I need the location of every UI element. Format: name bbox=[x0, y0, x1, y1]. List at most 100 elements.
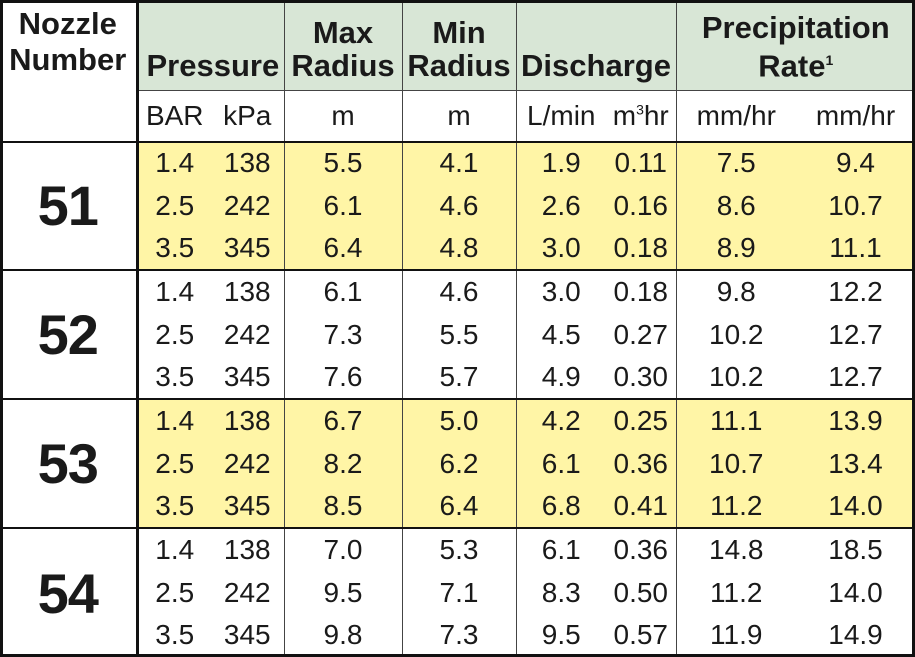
table-cell: 6.4 bbox=[401, 485, 516, 529]
discharge-header-label: Discharge bbox=[521, 48, 671, 84]
table-cell: 8.3 bbox=[515, 571, 606, 614]
max-radius-header-line2: Radius bbox=[291, 48, 395, 84]
table-cell: 138 bbox=[211, 269, 284, 314]
nozzle-number: 52 bbox=[0, 269, 137, 400]
table-cell: 242 bbox=[211, 184, 284, 228]
table-row: 54 1.4 138 7.0 5.3 6.1 0.36 14.8 18.5 bbox=[0, 527, 915, 657]
unit-m3hr-hr: hr bbox=[643, 99, 669, 131]
table-cell: 3.5 bbox=[135, 485, 211, 529]
table-cell: 10.7 bbox=[796, 184, 915, 228]
nozzle-number-header: Nozzle Number bbox=[0, 0, 137, 142]
nozzle-number: 51 bbox=[0, 140, 137, 271]
table-cell: 0.27 bbox=[613, 318, 669, 350]
table-cell: 8.9 bbox=[675, 227, 796, 271]
header-row: Nozzle Number Pressure Max Radius Min Ra… bbox=[0, 0, 915, 142]
precip-footnote-marker: 1 bbox=[825, 52, 834, 69]
table-cell: 1.4 bbox=[135, 140, 211, 185]
table-cell: 10.2 bbox=[675, 356, 796, 400]
table-cell: 2.5 bbox=[135, 571, 211, 614]
unit-kpa: kPa bbox=[211, 90, 284, 142]
min-radius-header-line2: Radius bbox=[407, 48, 511, 84]
table-cell: 0.18 bbox=[606, 227, 676, 271]
table-cell: 2.6 bbox=[515, 184, 606, 228]
table-cell: 12.2 bbox=[796, 269, 915, 314]
table-cell: 9.4 bbox=[796, 140, 915, 185]
table-cell: 11.2 bbox=[675, 485, 796, 529]
table-cell: 0.36 bbox=[606, 442, 676, 486]
table-cell: 6.2 bbox=[401, 442, 516, 486]
table-row: 3.5 345 7.6 5.7 4.9 0.30 10.2 12.7 bbox=[0, 356, 915, 400]
table-cell: 12.7 bbox=[828, 318, 883, 350]
table-cell: 2.5 bbox=[135, 313, 211, 357]
min-radius-header: Min Radius bbox=[401, 0, 516, 91]
table-cell: 4.2 bbox=[515, 398, 606, 443]
precipitation-rate-header: Precipitation Rate1 bbox=[675, 0, 915, 91]
table-cell: 3.0 bbox=[515, 269, 606, 314]
table-cell: 0.36 bbox=[606, 527, 676, 572]
table-row: 3.5 345 9.8 7.3 9.5 0.57 11.9 14.9 bbox=[0, 613, 915, 657]
table-cell: 8.6 bbox=[675, 184, 796, 228]
table-cell: 18.5 bbox=[796, 527, 915, 572]
table-cell: 3.5 bbox=[135, 613, 211, 657]
table-cell: 5.3 bbox=[401, 527, 516, 572]
unit-m3hr-sup: 3 bbox=[636, 101, 644, 118]
table-cell: 345 bbox=[223, 361, 271, 393]
table-cell: 7.3 bbox=[283, 313, 402, 357]
table-cell: 4.6 bbox=[401, 269, 516, 314]
table-cell: 13.4 bbox=[796, 442, 915, 486]
table-cell: 138 bbox=[211, 398, 284, 443]
table-cell: 1.9 bbox=[515, 140, 606, 185]
table-row: 2.5 242 8.2 6.2 6.1 0.36 10.7 13.4 bbox=[0, 442, 915, 486]
table-cell: 5.5 bbox=[401, 313, 516, 357]
table-row: 2.5 242 7.3 5.5 4.5 0.27 10.2 12.7 bbox=[0, 313, 915, 357]
table-cell: 2.5 bbox=[135, 442, 211, 486]
table-cell: 0.41 bbox=[606, 485, 676, 529]
table-cell: 345 bbox=[211, 485, 284, 529]
table-cell: 14.0 bbox=[796, 485, 915, 529]
table-cell: 4.1 bbox=[401, 140, 516, 185]
table-cell: 3.5 bbox=[135, 227, 211, 271]
table-cell: 11.1 bbox=[675, 398, 796, 443]
table-cell: 4.6 bbox=[401, 184, 516, 228]
table-cell: 138 bbox=[211, 140, 284, 185]
max-radius-header: Max Radius bbox=[283, 0, 402, 91]
table-cell: 1.4 bbox=[135, 527, 211, 572]
table-cell: 6.7 bbox=[283, 398, 402, 443]
table-cell: 6.4 bbox=[283, 227, 402, 271]
table-cell: 4.8 bbox=[401, 227, 516, 271]
unit-m3hr-m: m bbox=[612, 99, 637, 131]
table-row: 53 1.4 138 6.7 5.0 4.2 0.25 11.1 13.9 bbox=[0, 398, 915, 529]
nozzle-number: 53 bbox=[0, 398, 137, 529]
table-cell: 7.0 bbox=[283, 527, 402, 572]
table-cell: 5.0 bbox=[401, 398, 516, 443]
table-cell: 9.5 bbox=[515, 613, 606, 657]
table-row: 3.5 345 8.5 6.4 6.8 0.41 11.2 14.0 bbox=[0, 485, 915, 529]
table-cell: 138 bbox=[211, 527, 284, 572]
table-cell: 242 bbox=[223, 318, 271, 350]
table-cell: 0.11 bbox=[606, 140, 676, 185]
table-cell: 6.1 bbox=[283, 184, 402, 228]
table-cell: 11.9 bbox=[675, 613, 796, 657]
unit-min-radius: m bbox=[401, 90, 516, 142]
table-cell: 11.2 bbox=[675, 571, 796, 614]
table-cell: 0.18 bbox=[606, 269, 676, 314]
table-cell: 242 bbox=[211, 442, 284, 486]
unit-m3hr: m3hr bbox=[606, 90, 676, 142]
min-radius-header-line1: Min bbox=[432, 15, 486, 51]
precip-header-rate: Rate bbox=[758, 48, 826, 84]
pressure-header: Pressure bbox=[135, 0, 284, 91]
table-row: 2.5 242 9.5 7.1 8.3 0.50 11.2 14.0 bbox=[0, 571, 915, 614]
table-cell: 242 bbox=[223, 576, 271, 608]
table-cell: 7.1 bbox=[401, 571, 516, 614]
unit-precip-a: mm/hr bbox=[675, 90, 796, 142]
table-cell: 3.0 bbox=[515, 227, 606, 271]
table-cell: 10.7 bbox=[675, 442, 796, 486]
table-cell: 3.5 bbox=[135, 356, 211, 400]
units-row: BAR kPa m m L/min m3hr mm/hr mm/hr bbox=[0, 90, 915, 142]
table-cell: 5.7 bbox=[401, 356, 516, 400]
table-cell: 6.8 bbox=[515, 485, 606, 529]
table-cell: 7.5 bbox=[675, 140, 796, 185]
table-cell: 5.5 bbox=[283, 140, 402, 185]
